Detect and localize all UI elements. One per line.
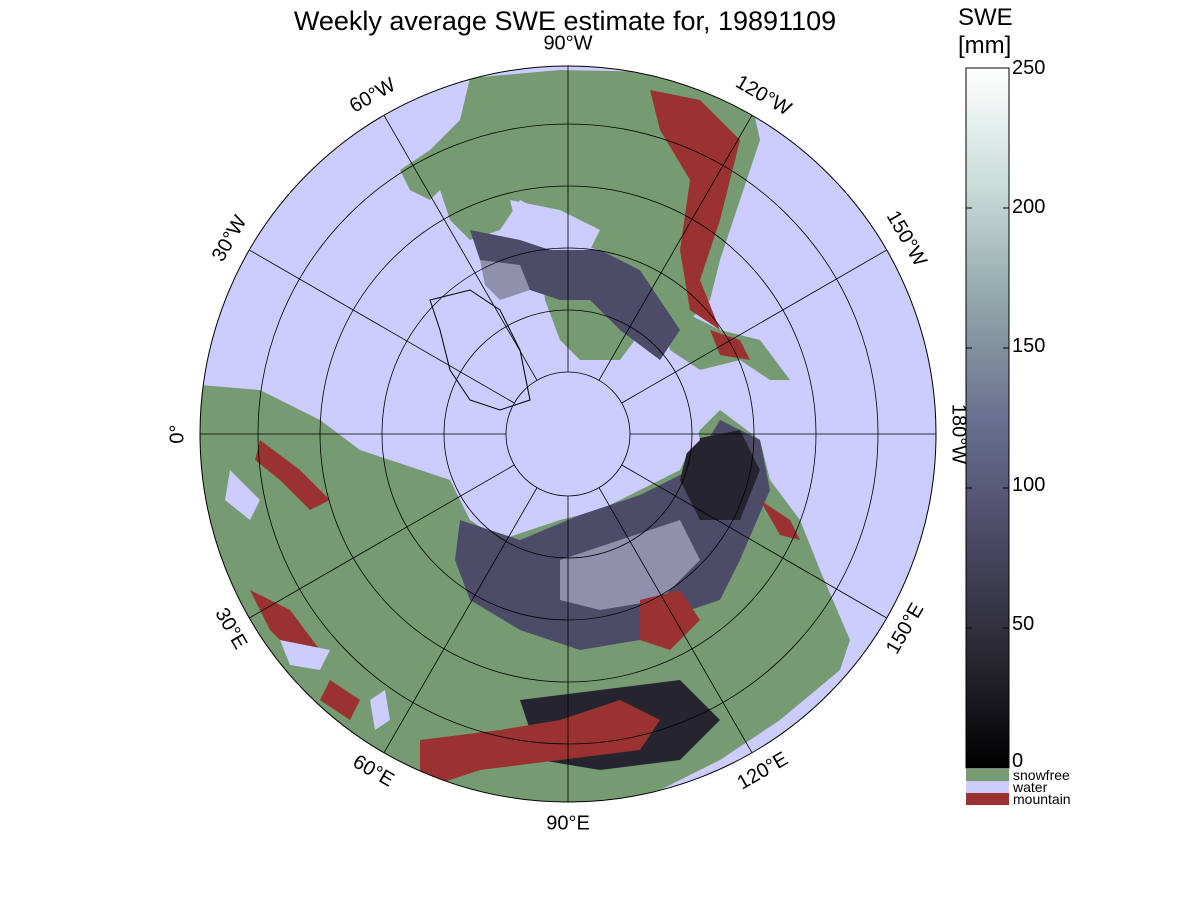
colorbar-tick-label: 250 [1012, 57, 1046, 79]
snow-canada [470, 230, 680, 360]
hudson-bay [510, 200, 600, 250]
meridian-line [383, 115, 538, 381]
map-body [200, 66, 936, 802]
meridian-line [249, 464, 515, 619]
mountain-siberia [640, 590, 700, 650]
mountain-caucasus [320, 680, 360, 720]
legend-label-snowfree: snowfree [1013, 767, 1070, 783]
colorbar-tick-label: 0 [1012, 750, 1024, 772]
colorbar-tick-label: 50 [1012, 613, 1035, 635]
map-border [199, 65, 937, 803]
graticule [200, 66, 936, 802]
snow-siberia-east [680, 430, 760, 520]
black-sea [280, 640, 330, 670]
colorbar-label: SWE [mm] [958, 4, 1013, 60]
arctic-ocean [470, 370, 700, 520]
legend-swatch-snowfree [966, 769, 1009, 781]
mountain-kamchatka [760, 500, 800, 540]
meridian-line [621, 249, 887, 404]
meridian-line [621, 464, 887, 619]
baltic-sea [225, 470, 260, 520]
legend-swatch-mountain [966, 793, 1009, 805]
mountain-alaska [710, 330, 750, 360]
caspian-sea [370, 690, 390, 730]
figure-title: Weekly average SWE estimate for, 1989110… [293, 6, 837, 36]
mountain-rockies [650, 90, 740, 330]
legend-label-water: water [1013, 779, 1048, 795]
colorbar-tick-label: 200 [1012, 196, 1046, 218]
legend-label-mountain: mountain [1013, 791, 1071, 807]
longitude-label: 90°E [546, 812, 590, 834]
colorbar-tick-label: 100 [1012, 474, 1046, 496]
longitude-label: 180°W [948, 404, 970, 464]
meridian-line [383, 487, 538, 753]
mountain-tibet [420, 700, 660, 790]
colorbar-tick-label: 150 [1012, 335, 1046, 357]
meridian-line [598, 115, 753, 381]
snow-canada-light [480, 260, 530, 300]
colorbar-label-unit: [mm] [958, 32, 1012, 59]
legend-swatch-water [966, 781, 1009, 793]
colorbar [965, 67, 1010, 769]
longitude-label: 90°W [543, 32, 592, 54]
longitude-label: 0° [166, 424, 188, 443]
greenland-outline [429, 289, 531, 411]
snow-eurasia-core [560, 520, 700, 610]
meridian-line [249, 249, 515, 404]
mountain-scandinavia [255, 440, 330, 510]
meridian-line [598, 487, 753, 753]
colorbar-tick-marks [966, 67, 1009, 769]
colorbar-label-quantity: SWE [958, 4, 1013, 31]
